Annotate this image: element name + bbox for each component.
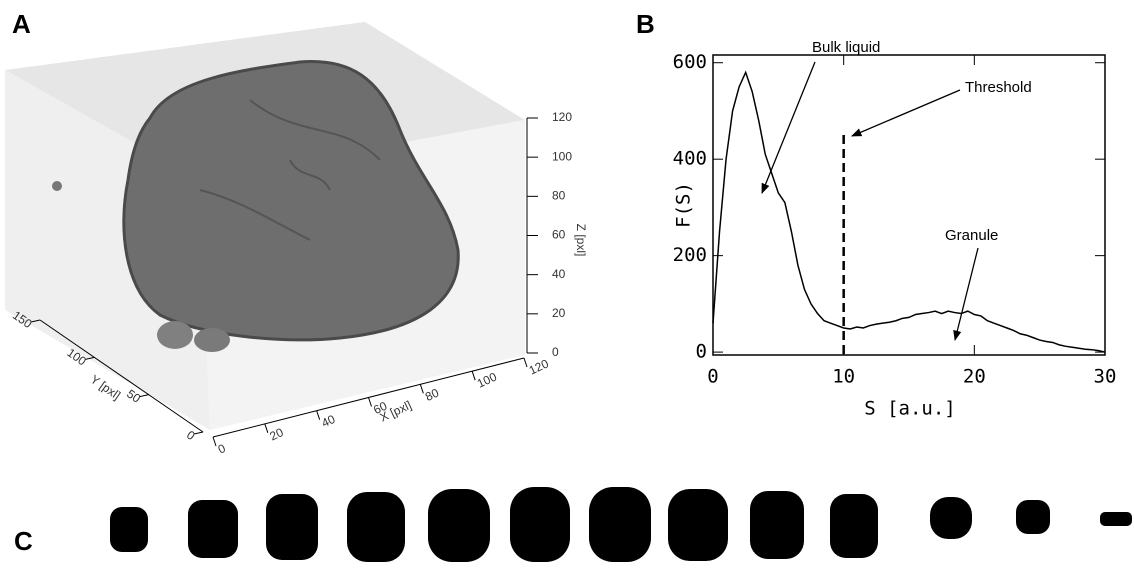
y-axis-label: Y [pxl]: [88, 372, 123, 402]
tick: [368, 397, 372, 407]
z-tick-label: 100: [552, 149, 572, 163]
x-tick-label: 20: [963, 366, 986, 388]
x-tick-label: 120: [527, 356, 551, 377]
tick: [419, 384, 424, 394]
y-tick-label: 0: [696, 341, 707, 363]
x-tick-label: 0: [216, 441, 228, 457]
z-tick-label: 40: [552, 267, 566, 281]
render-box: [5, 22, 525, 430]
panel-label: A: [12, 9, 31, 39]
slices: [110, 487, 1132, 562]
tick: [264, 423, 269, 433]
annotation: Threshold: [965, 79, 1032, 96]
y-tick-label: 600: [673, 51, 707, 73]
x-tick-label: 20: [268, 425, 286, 443]
y-tick-label: 200: [673, 244, 707, 266]
z-tick-label: 60: [552, 228, 566, 242]
y-tick-label: 0: [184, 428, 198, 443]
plot-frame: [712, 54, 1106, 356]
annotation: Bulk liquid: [812, 39, 880, 56]
x-tick-label: 80: [423, 385, 441, 403]
tick: [30, 319, 41, 323]
z-axis-label: Z [pxl]: [574, 224, 588, 257]
x-tick-label: 40: [319, 412, 337, 430]
z-tick-label: 80: [552, 189, 566, 203]
panel-label: C: [14, 526, 33, 556]
granule-render: [122, 60, 460, 342]
z-tick-label: 120: [552, 110, 572, 124]
tick: [471, 371, 476, 381]
panel-label: B: [636, 9, 655, 39]
x-tick-label: 100: [475, 369, 499, 390]
x-axis-label: S [a.u.]: [864, 398, 956, 420]
y-tick-label: 400: [673, 148, 707, 170]
line: [712, 70, 1106, 353]
x-tick-label: 10: [832, 366, 855, 388]
y-axis-label: F(S): [673, 182, 695, 228]
tick: [523, 357, 528, 368]
x-tick-label: 60: [371, 399, 389, 417]
tick: [212, 436, 217, 447]
z-tick-label: 0: [552, 345, 559, 359]
tick: [316, 410, 321, 420]
tick: [193, 431, 204, 435]
y-axis: [39, 319, 204, 433]
x-tick-label: 30: [1094, 366, 1117, 388]
tick: [139, 394, 149, 398]
z-tick-label: 20: [552, 306, 566, 320]
annotation: Granule: [945, 227, 998, 244]
tick: [85, 356, 95, 360]
x-tick-label: 0: [707, 366, 718, 388]
